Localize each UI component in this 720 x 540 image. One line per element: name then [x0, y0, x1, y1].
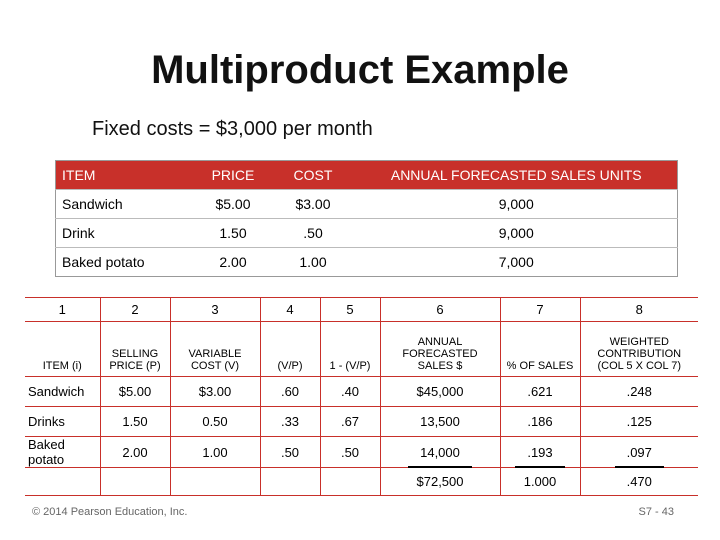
- empty-cell: [169, 467, 260, 496]
- cell: .097: [579, 436, 698, 468]
- subtitle: Fixed costs = $3,000 per month: [92, 118, 373, 140]
- empty-cell: [99, 467, 170, 496]
- row: Sandwich $5.00 $3.00 9,000: [55, 189, 678, 219]
- column-number: 1: [25, 297, 100, 322]
- cell: Drink: [55, 218, 196, 248]
- column-header: ANNUAL FORECASTED SALES UNITS: [355, 160, 678, 190]
- cell: Sandwich: [55, 189, 196, 219]
- empty-cell: [25, 467, 100, 496]
- cell: Baked potato: [55, 247, 196, 277]
- cell: Sandwich: [25, 376, 100, 407]
- column-header: (V/P): [259, 321, 320, 377]
- column-number: 8: [579, 297, 698, 322]
- title: Multiproduct Example: [151, 48, 569, 92]
- cell-text: 14,000: [408, 444, 472, 468]
- column-header: 1 - (V/P): [319, 321, 380, 377]
- row: Drink 1.50.50 9,000: [55, 218, 678, 248]
- column-header: WEIGHTED CONTRIBUTION (COL 5 X COL 7): [579, 321, 698, 377]
- copyright: © 2014 Pearson Education, Inc.: [32, 506, 188, 518]
- row: Drinks 1.50 0.50.33.67 13,500.186.125: [25, 406, 698, 437]
- cell: .67: [319, 406, 380, 437]
- cell: .60: [259, 376, 320, 407]
- cell: .50: [270, 218, 356, 248]
- column-header: SELLING PRICE (P): [99, 321, 170, 377]
- cell: .186: [499, 406, 580, 437]
- column-header: ITEM: [55, 160, 196, 190]
- cell: $5.00: [99, 376, 170, 407]
- cell: 1.50: [195, 218, 271, 248]
- row: Baked potato 2.00 1.00.50.50 14,000.193.097: [25, 436, 698, 468]
- column-number: 6: [379, 297, 500, 322]
- cell: .621: [499, 376, 580, 407]
- cell: 1.50: [99, 406, 170, 437]
- empty-cell: [319, 467, 380, 496]
- cell: 0.50: [169, 406, 260, 437]
- cell: .40: [319, 376, 380, 407]
- column-header: PRICE: [195, 160, 271, 190]
- column-number: 7: [499, 297, 580, 322]
- column-header: ANNUAL FORECASTED SALES $: [379, 321, 500, 377]
- cell: 7,000: [355, 247, 678, 277]
- header-row: ITEM (i) SELLING PRICE (P) VARIABLE COST (…: [25, 321, 698, 377]
- cell: .248: [579, 376, 698, 407]
- column-number: 5: [319, 297, 380, 322]
- header-row: ITEM PRICE COST ANNUAL FORECASTED SALES UNI…: [55, 160, 678, 190]
- cell: .33: [259, 406, 320, 437]
- column-number: 4: [259, 297, 320, 322]
- cell-text: .193: [515, 444, 565, 468]
- cell: $3.00: [270, 189, 356, 219]
- column-number: 2: [99, 297, 170, 322]
- cell: Baked potato: [25, 436, 100, 468]
- cell: 1.00: [270, 247, 356, 277]
- row: Sandwich $5.00 $3.00.60.40 $45,000.621.248: [25, 376, 698, 407]
- cell: 2.00: [99, 436, 170, 468]
- cell: 13,500: [379, 406, 500, 437]
- empty-cell: [259, 467, 320, 496]
- cell: $5.00: [195, 189, 271, 219]
- column-header: % OF SALES: [499, 321, 580, 377]
- column-header: VARIABLE COST (V): [169, 321, 260, 377]
- sales-table: ITEM PRICE COST ANNUAL FORECASTED SALES UNI…: [55, 160, 678, 277]
- total-cell: 1.000: [499, 467, 580, 496]
- cell: $3.00: [169, 376, 260, 407]
- cell: 2.00: [195, 247, 271, 277]
- page-number: S7 - 43: [638, 506, 674, 518]
- cell: Drinks: [25, 406, 100, 437]
- cell: 9,000: [355, 189, 678, 219]
- cell: .125: [579, 406, 698, 437]
- contribution-table: 1 2 3 4 5 6 7 8 ITEM (i) SELLING PRICE (P) VARIABL…: [25, 297, 698, 496]
- total-cell: $72,500: [379, 467, 500, 496]
- column-header: COST: [270, 160, 356, 190]
- cell: .50: [319, 436, 380, 468]
- cell: .50: [259, 436, 320, 468]
- cell: 14,000: [379, 436, 500, 468]
- column-number: 3: [169, 297, 260, 322]
- row: Baked potato 2.00 1.00 7,000: [55, 247, 678, 277]
- cell-text: .097: [614, 444, 664, 468]
- column-header: ITEM (i): [25, 321, 100, 377]
- total-row: $72,500 1.000.470: [25, 467, 698, 496]
- cell: .193: [499, 436, 580, 468]
- cell: 1.00: [169, 436, 260, 468]
- cell: 9,000: [355, 218, 678, 248]
- cell: $45,000: [379, 376, 500, 407]
- total-cell: .470: [579, 467, 698, 496]
